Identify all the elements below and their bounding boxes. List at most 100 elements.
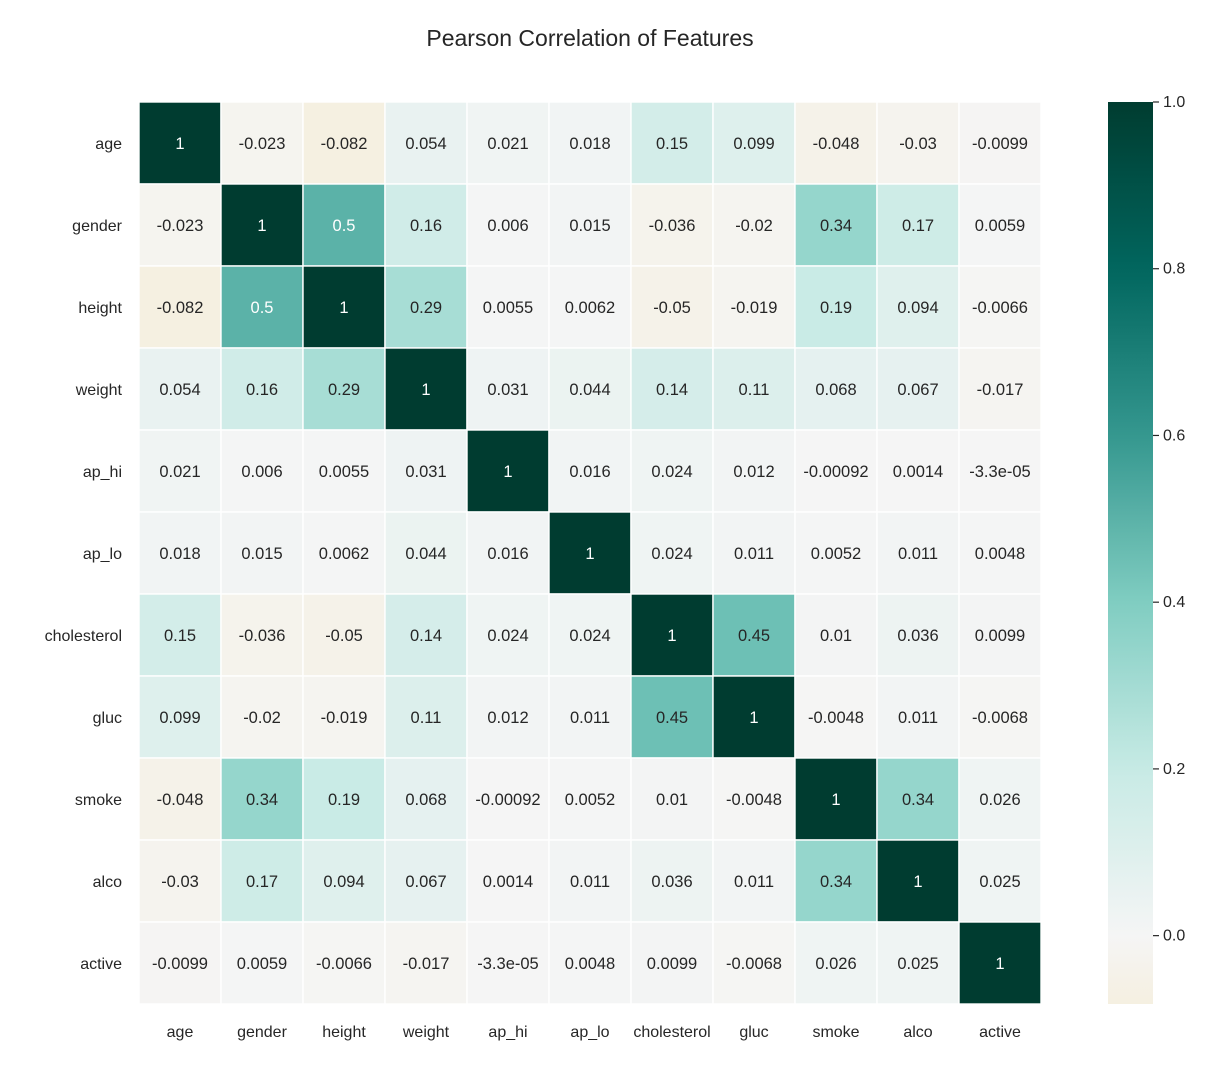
heatmap-cell-label: 0.036 <box>897 627 938 645</box>
y-tick-label-age: age <box>95 136 122 153</box>
heatmap-cell-alco-active <box>958 839 1042 923</box>
heatmap-cell-gender-cholesterol <box>630 183 714 267</box>
heatmap-cell-label: -0.0099 <box>152 955 208 973</box>
heatmap-cell-gender-ap_hi <box>466 183 550 267</box>
heatmap-cell-gluc-alco <box>876 675 960 759</box>
heatmap-cell-smoke-active <box>958 757 1042 841</box>
heatmap-cell-active-ap_hi <box>466 921 550 1005</box>
colorbar-tick-label: 0.0 <box>1163 928 1185 945</box>
heatmap-cell-smoke-height <box>302 757 386 841</box>
colorbar-tick-label: 0.6 <box>1163 427 1185 444</box>
heatmap-cell-label: 0.011 <box>570 709 610 727</box>
heatmap-cell-active-ap_lo <box>548 921 632 1005</box>
heatmap-cell-label: -0.048 <box>157 791 204 809</box>
heatmap-cell-ap_hi-age <box>138 429 222 513</box>
heatmap-cell-label: -3.3e-05 <box>969 463 1030 481</box>
heatmap-cell-alco-ap_lo <box>548 839 632 923</box>
heatmap-cell-alco-ap_hi <box>466 839 550 923</box>
heatmap-cell-alco-gluc <box>712 839 796 923</box>
heatmap-cell-label: 0.024 <box>487 627 528 645</box>
heatmap-cell-label: -0.019 <box>321 709 368 727</box>
heatmap-cell-weight-ap_lo <box>548 347 632 431</box>
heatmap-cell-cholesterol-gluc <box>712 593 796 677</box>
heatmap-cell-ap_hi-alco <box>876 429 960 513</box>
heatmap-cell-cholesterol-alco <box>876 593 960 677</box>
x-tick-label-weight: weight <box>402 1024 450 1041</box>
heatmap-cell-label: 0.0014 <box>893 463 943 481</box>
y-tick-label-alco: alco <box>93 874 122 891</box>
heatmap-cell-gluc-gender <box>220 675 304 759</box>
heatmap-cell-gender-gluc <box>712 183 796 267</box>
x-tick-label-gender: gender <box>237 1024 287 1041</box>
heatmap-cell-gluc-weight <box>384 675 468 759</box>
heatmap-cell-label: 0.015 <box>569 217 610 235</box>
y-tick-label-gluc: gluc <box>93 710 122 727</box>
heatmap-cell-label: 0.0048 <box>565 955 615 973</box>
x-tick-label-cholesterol: cholesterol <box>633 1024 710 1041</box>
heatmap-cell-ap_lo-weight <box>384 511 468 595</box>
heatmap-cell-height-active <box>958 265 1042 349</box>
heatmap-cell-label: -0.0048 <box>808 709 864 727</box>
y-tick-label-cholesterol: cholesterol <box>45 628 122 645</box>
heatmap-cell-height-smoke <box>794 265 878 349</box>
heatmap-cell-label: 0.0099 <box>647 955 697 973</box>
heatmap-cell-alco-age <box>138 839 222 923</box>
heatmap-cell-label: 0.0052 <box>565 791 615 809</box>
heatmap-cell-label: 0.5 <box>251 299 274 317</box>
heatmap-cell-label: -0.0048 <box>726 791 782 809</box>
heatmap-cell-ap_hi-smoke <box>794 429 878 513</box>
heatmap-cell-height-height <box>302 265 386 349</box>
heatmap-cell-label: 0.0052 <box>811 545 861 563</box>
heatmap-cell-label: 0.006 <box>487 217 528 235</box>
heatmap-cell-label: 0.34 <box>820 873 852 891</box>
heatmap-cell-label: 0.29 <box>410 299 442 317</box>
heatmap-cell-label: 0.016 <box>569 463 610 481</box>
heatmap-cell-label: 0.0048 <box>975 545 1025 563</box>
heatmap-cell-label: 0.5 <box>333 217 356 235</box>
heatmap-cell-label: 0.031 <box>487 381 528 399</box>
heatmap-cell-label: -0.0066 <box>316 955 372 973</box>
heatmap-cell-gender-age <box>138 183 222 267</box>
heatmap-cell-label: 0.0014 <box>483 873 533 891</box>
heatmap-cell-label: 0.01 <box>656 791 688 809</box>
heatmap-cell-alco-smoke <box>794 839 878 923</box>
heatmap-cell-label: 0.025 <box>979 873 1020 891</box>
heatmap-cell-ap_hi-height <box>302 429 386 513</box>
heatmap-cell-label: 0.16 <box>246 381 278 399</box>
heatmap-cell-label: -3.3e-05 <box>477 955 538 973</box>
heatmap-cell-gluc-gluc <box>712 675 796 759</box>
heatmap-cell-label: 0.026 <box>979 791 1020 809</box>
heatmap-cell-label: 0.011 <box>570 873 610 891</box>
heatmap-cell-label: 0.054 <box>405 135 446 153</box>
heatmap-cell-ap_lo-active <box>958 511 1042 595</box>
heatmap-cell-label: -0.023 <box>239 135 286 153</box>
heatmap-cell-label: -0.023 <box>157 217 204 235</box>
heatmap-cell-label: 0.044 <box>569 381 610 399</box>
heatmap-cell-label: 0.0099 <box>975 627 1025 645</box>
heatmap-cell-alco-height <box>302 839 386 923</box>
heatmap-cell-label: -0.0066 <box>972 299 1028 317</box>
heatmap-cell-cholesterol-age <box>138 593 222 677</box>
heatmap-cell-label: 0.012 <box>487 709 528 727</box>
heatmap-cell-label: -0.05 <box>653 299 691 317</box>
y-tick-label-ap_lo: ap_lo <box>83 546 122 563</box>
y-tick-label-gender: gender <box>72 218 122 235</box>
heatmap-cell-label: 0.068 <box>815 381 856 399</box>
heatmap-cell-label: -0.0068 <box>726 955 782 973</box>
heatmap-cell-label: 1 <box>831 791 840 809</box>
heatmap-cell-smoke-alco <box>876 757 960 841</box>
heatmap-cell-label: 0.0062 <box>319 545 369 563</box>
heatmap-cell-age-active <box>958 101 1042 185</box>
heatmap-cell-weight-cholesterol <box>630 347 714 431</box>
heatmap-cell-age-age <box>138 101 222 185</box>
heatmap-cell-active-gluc <box>712 921 796 1005</box>
heatmap-cell-smoke-age <box>138 757 222 841</box>
heatmap-cell-label: 0.11 <box>739 381 770 399</box>
heatmap-cell-label: 0.067 <box>897 381 938 399</box>
colorbar: 0.0 0.2 0.4 0.6 0.8 1.0 <box>1108 94 1185 1004</box>
heatmap-cell-label: 0.012 <box>733 463 774 481</box>
heatmap-cell-label: -0.082 <box>321 135 368 153</box>
heatmap-cell-label: -0.0099 <box>972 135 1028 153</box>
heatmap-cell-label: -0.03 <box>899 135 937 153</box>
